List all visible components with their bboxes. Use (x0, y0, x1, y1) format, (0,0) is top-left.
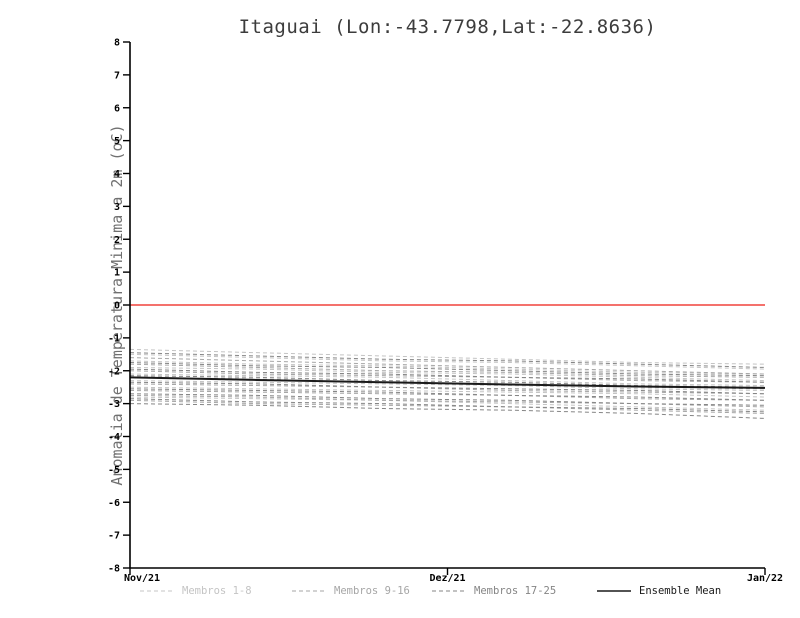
ensemble-member-line (129, 396, 766, 411)
legend-label: Ensemble Mean (639, 585, 721, 597)
y-tick-label: -3 (108, 399, 120, 410)
y-tick-label: -2 (108, 366, 120, 377)
ensemble-member-line (129, 381, 766, 395)
y-tick-label: -7 (108, 531, 120, 542)
x-tick-label: Jan/22 (747, 573, 783, 584)
ensemble-member-line (129, 368, 766, 383)
y-tick-label: 8 (114, 38, 120, 49)
ensemble-member-line (129, 348, 766, 365)
ensemble-member-line (129, 366, 766, 382)
ensemble-member-line (129, 380, 766, 391)
legend-label: Membros 9-16 (334, 585, 410, 597)
y-tick-label: -6 (108, 498, 120, 509)
y-tick-label: 3 (114, 202, 120, 213)
ensemble-member-line (129, 393, 766, 406)
ensemble-member-line (129, 362, 766, 377)
ensemble-member-line (129, 399, 766, 414)
ensemble-member-line (129, 363, 766, 378)
ensemble-member-line (129, 352, 766, 368)
legend-label: Membros 1-8 (182, 585, 252, 597)
x-tick-label: Dez/21 (429, 573, 465, 584)
ensemble-member-line (129, 389, 766, 401)
y-tick-label: 7 (114, 70, 120, 81)
ensemble-mean-line (129, 376, 766, 389)
y-tick-label: 5 (114, 136, 120, 147)
ensemble-member-line (129, 386, 766, 398)
y-tick-label: 1 (114, 268, 120, 279)
chart-title: Itaguai (Lon:-43.7798,Lat:-22.8636) (238, 16, 657, 38)
ensemble-member-line (129, 383, 766, 395)
x-tick-label: Nov/21 (124, 573, 160, 584)
ensemble-member-line (129, 403, 766, 419)
y-tick-label: -4 (108, 432, 120, 443)
y-tick-label: 2 (114, 235, 120, 246)
y-tick-label: -1 (108, 333, 120, 344)
ensemble-member-line (129, 360, 766, 375)
y-tick-label: -8 (108, 564, 120, 575)
ensemble-member-line (129, 353, 766, 370)
y-tick-label: 4 (114, 169, 120, 180)
ensemble-member-line (129, 375, 766, 388)
ensemble-member-line (129, 398, 766, 413)
legend-label: Membros 17-25 (474, 585, 556, 597)
ensemble-member-line (129, 388, 766, 401)
y-tick-label: 6 (114, 103, 120, 114)
ensemble-member-line (129, 394, 766, 408)
y-tick-label: 0 (114, 301, 120, 312)
ensemble-member-line (129, 373, 766, 387)
ensemble-member-line (129, 357, 766, 375)
ensemble-member-line (129, 370, 766, 383)
y-tick-label: -5 (108, 465, 120, 476)
